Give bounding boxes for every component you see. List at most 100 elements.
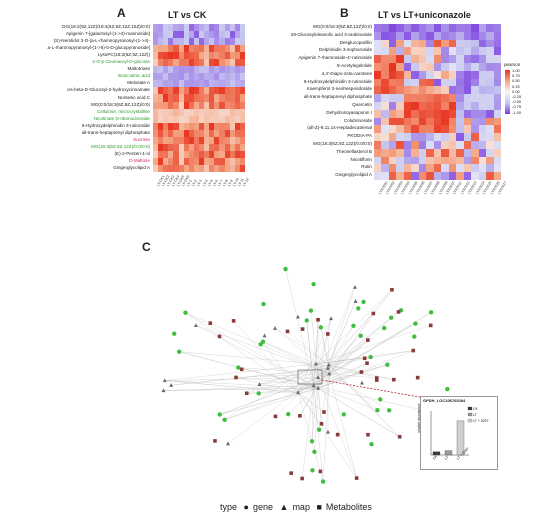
heatmap-cell <box>204 136 210 145</box>
heatmap-cell <box>239 94 245 103</box>
heatmap-cell <box>178 45 185 53</box>
heatmap-cell <box>239 143 245 152</box>
gene-node <box>217 412 222 417</box>
map-node <box>311 383 316 388</box>
heatmap-cell <box>433 133 442 142</box>
heatmap-cell <box>418 102 427 111</box>
network-edge <box>328 364 400 437</box>
heatmap-cell <box>163 24 169 32</box>
row-label: MG(0:0/18:3(6Z,9Z,12Z)/0:0) <box>313 24 372 29</box>
heatmap-cell <box>426 117 435 126</box>
heatmap-cell <box>168 31 175 39</box>
heatmap-cell <box>234 66 241 74</box>
heatmap-cell <box>493 125 501 134</box>
heatmap-cell <box>456 94 465 103</box>
heatmap-cell <box>388 63 397 72</box>
zoom-line <box>321 379 426 399</box>
heatmap-cell <box>396 117 405 126</box>
network-edge <box>329 373 377 379</box>
heatmap-cell <box>426 102 435 111</box>
heatmap-cell <box>456 117 465 126</box>
heatmap-cell <box>209 45 215 53</box>
heatmap-cell <box>463 24 472 33</box>
heatmap-cell <box>234 129 241 138</box>
heatmap-cell <box>426 63 435 72</box>
heatmap-cell <box>193 87 200 96</box>
heatmap-cell <box>374 24 383 33</box>
heatmap-cell <box>374 102 383 111</box>
heatmap-cell <box>234 45 241 53</box>
network-edge <box>322 373 330 482</box>
heatmap-cell <box>448 141 457 150</box>
heatmap-cell <box>204 143 210 152</box>
inset-legend-ck: CK <box>473 407 478 411</box>
heatmap-cell <box>173 150 180 159</box>
network-edge <box>318 363 368 389</box>
heatmap-cell <box>188 38 195 46</box>
heatmap-cell <box>463 70 472 80</box>
metabolite-node <box>208 321 213 325</box>
network-edge <box>297 312 432 393</box>
heatmap-cell <box>433 172 442 180</box>
heatmap-cell <box>456 24 465 33</box>
network-edge <box>310 310 319 378</box>
heatmap-cell <box>219 122 226 131</box>
network-edge <box>262 341 317 365</box>
row-label: D-Maltose <box>129 157 150 163</box>
heatmap-cell <box>396 70 405 80</box>
heatmap-cell <box>433 63 442 72</box>
heatmap-cell <box>426 24 435 33</box>
heatmap-cell <box>426 47 435 56</box>
heatmap-cell <box>486 39 495 48</box>
metabolite-node <box>359 370 364 374</box>
heatmap-cell <box>224 73 231 81</box>
panel-b-title: LT vs LT+uniconazole <box>378 10 471 20</box>
panel-a-title: LT vs CK <box>168 10 207 20</box>
heatmap-cell <box>199 66 205 74</box>
heatmap-cell <box>418 55 427 64</box>
heatmap-cell <box>396 39 405 48</box>
row-label: Norsesic acid C <box>117 94 150 100</box>
heatmap-cell <box>209 73 215 81</box>
heatmap-cell <box>403 141 412 150</box>
heatmap-cell <box>173 101 180 110</box>
heatmap-cell <box>381 164 390 173</box>
heatmap-cell <box>456 55 465 64</box>
heatmap-cell <box>173 136 180 145</box>
heatmap-cell <box>456 86 465 95</box>
heatmap-cell <box>388 31 397 41</box>
heatmap-cell <box>493 109 501 119</box>
row-label: MG(0:0/18:3(6Z,9Z,12Z)/0:0) <box>91 101 150 107</box>
heatmap-cell <box>188 66 195 74</box>
metabolite-node <box>285 329 290 334</box>
map-node <box>273 326 278 330</box>
heatmap-cell <box>153 129 159 138</box>
heatmap-cell <box>433 102 442 111</box>
heatmap-cell <box>219 45 226 53</box>
heatmap-cell <box>163 136 169 145</box>
highlight-box <box>297 369 323 385</box>
heatmap-cell <box>463 117 472 126</box>
gene-node <box>183 310 188 315</box>
panel-c-letter: C <box>142 240 151 254</box>
heatmap-cell <box>396 172 405 180</box>
network-edge <box>327 325 354 369</box>
heatmap-cell <box>411 148 420 158</box>
heatmap-cell <box>193 115 200 124</box>
heatmap-cell <box>448 109 457 119</box>
heatmap-cell <box>463 141 472 150</box>
heatmap-cell <box>448 39 457 48</box>
heatmap-cell <box>486 63 495 72</box>
heatmap-cell <box>224 24 231 32</box>
network-edge <box>185 312 299 393</box>
heatmap-cell <box>418 63 427 72</box>
heatmap-cell <box>239 66 245 74</box>
heatmap-cell <box>224 52 231 60</box>
heatmap-cell <box>381 133 390 142</box>
heatmap-cell <box>163 150 169 159</box>
heatmap-cell <box>204 94 210 103</box>
heatmap-cell <box>463 63 472 72</box>
row-label: Apigenin 7-rhamnoside-4'-rutinoside <box>298 55 372 61</box>
heatmap-cell <box>214 73 221 81</box>
heatmap-cell <box>374 70 383 80</box>
